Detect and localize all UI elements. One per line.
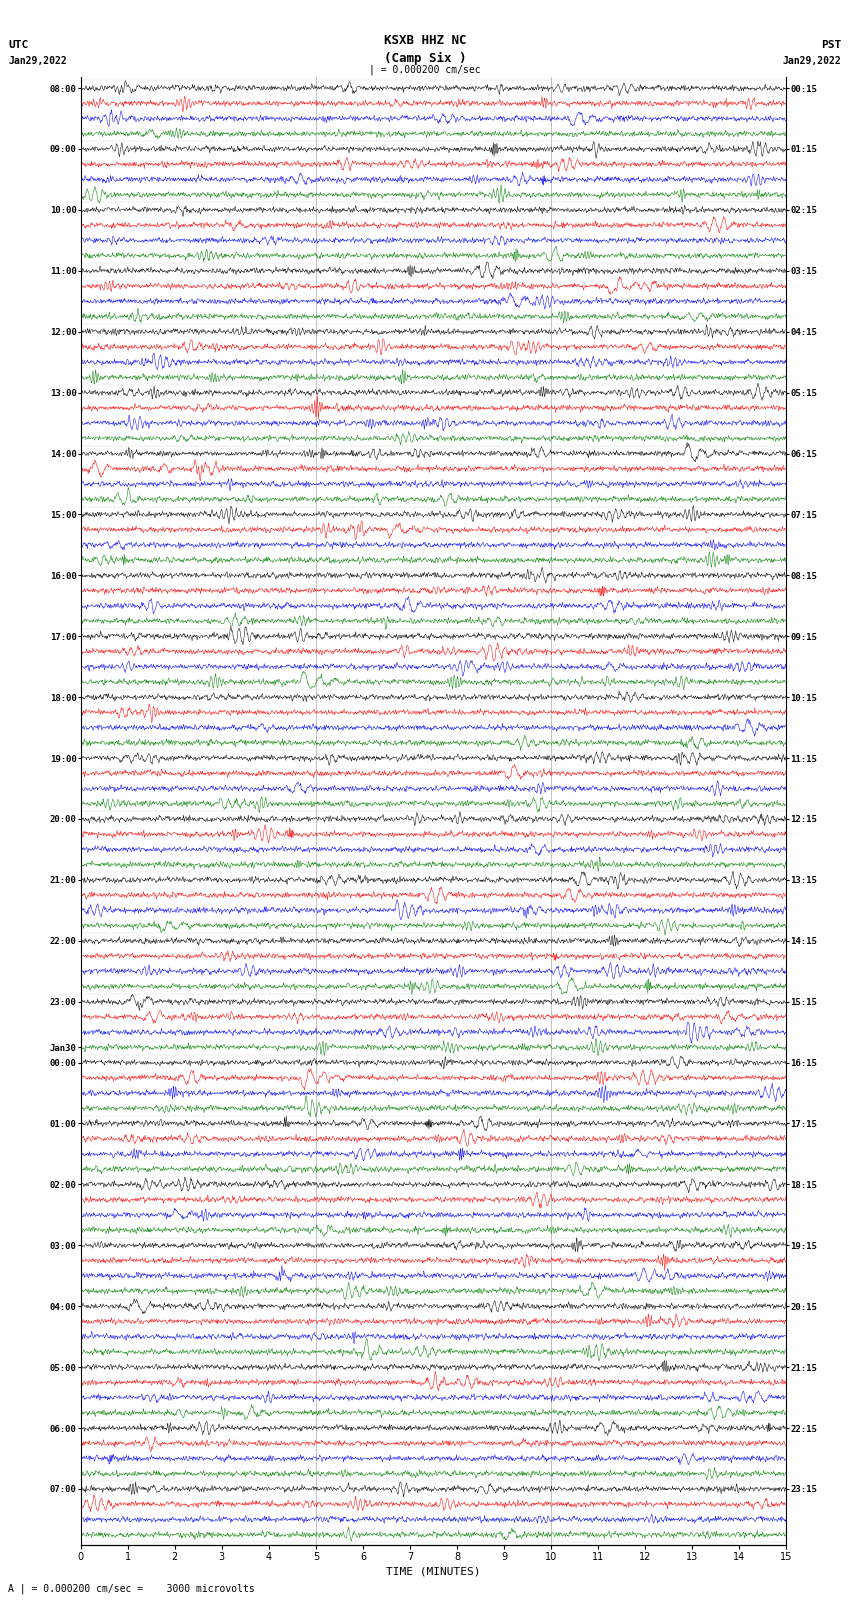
Text: Jan29,2022: Jan29,2022 [783,56,842,66]
Text: PST: PST [821,40,842,50]
X-axis label: TIME (MINUTES): TIME (MINUTES) [386,1566,481,1576]
Text: | = 0.000200 cm/sec: | = 0.000200 cm/sec [369,65,481,74]
Text: KSXB HHZ NC: KSXB HHZ NC [383,34,467,47]
Text: A | = 0.000200 cm/sec =    3000 microvolts: A | = 0.000200 cm/sec = 3000 microvolts [8,1582,255,1594]
Text: UTC: UTC [8,40,29,50]
Text: Jan29,2022: Jan29,2022 [8,56,67,66]
Text: (Camp Six ): (Camp Six ) [383,52,467,65]
